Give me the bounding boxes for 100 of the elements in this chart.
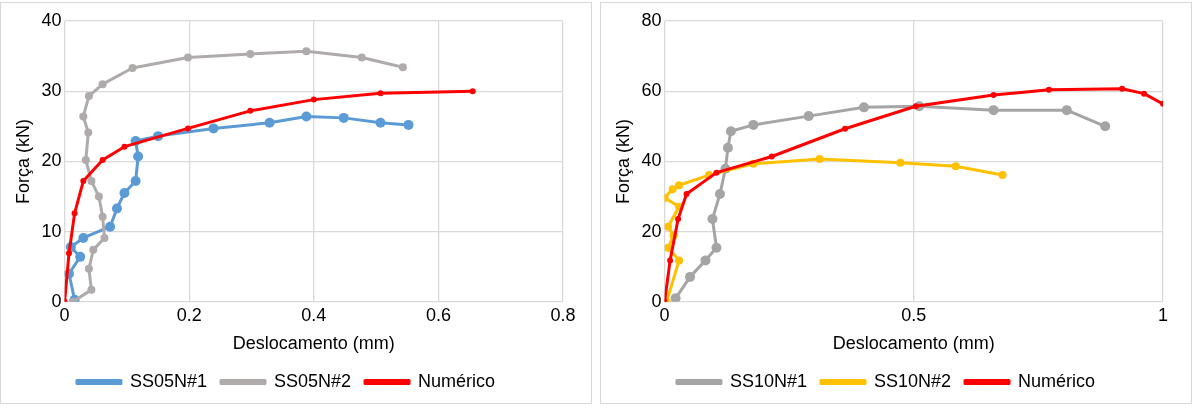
y-tick-label: 30 — [41, 80, 62, 101]
y-tick-label: 10 — [41, 220, 62, 241]
point — [1045, 86, 1052, 93]
point — [398, 63, 407, 72]
point — [357, 53, 366, 62]
point — [990, 92, 997, 99]
point — [81, 156, 90, 164]
point — [111, 203, 122, 214]
x-tick-label: 0.8 — [550, 304, 576, 325]
point — [664, 243, 673, 252]
point — [79, 112, 88, 121]
point — [377, 90, 384, 97]
point — [94, 192, 103, 201]
point — [842, 125, 849, 132]
point — [469, 88, 476, 95]
y-tick-label: 60 — [641, 80, 662, 101]
point — [65, 250, 72, 257]
point — [130, 176, 141, 187]
point — [99, 157, 106, 163]
y-axis-title: Força (kN) — [12, 118, 33, 204]
legend-label: SS05N#1 — [129, 370, 207, 391]
point — [301, 111, 312, 122]
point — [100, 233, 109, 242]
point — [128, 64, 137, 73]
point — [675, 256, 684, 265]
legend-label: SS10N#2 — [873, 370, 952, 391]
legend-label: Numérico — [1018, 370, 1096, 391]
point — [1100, 121, 1111, 132]
y-tick-label: 40 — [641, 150, 662, 171]
x-tick-label: 0.4 — [301, 304, 327, 325]
point — [84, 92, 93, 101]
point — [183, 53, 192, 62]
point — [119, 187, 130, 198]
point — [711, 242, 722, 253]
y-tick-label: 0 — [651, 290, 662, 311]
point — [87, 285, 96, 294]
point — [858, 102, 869, 113]
point — [89, 245, 98, 254]
point — [338, 112, 349, 123]
x-tick-label: 0.2 — [176, 304, 202, 325]
x-tick-label: 0.6 — [425, 304, 451, 325]
point — [78, 232, 89, 243]
point — [302, 47, 311, 56]
legend-label: Numérico — [418, 370, 496, 391]
y-tick-label: 20 — [41, 150, 62, 171]
y-axis-title: Força (kN) — [612, 118, 633, 204]
point — [896, 158, 905, 167]
point — [264, 117, 275, 128]
point — [700, 255, 711, 266]
point — [707, 213, 718, 224]
point — [768, 153, 775, 160]
point — [98, 80, 107, 89]
x-axis-title: Deslocamento (mm) — [832, 333, 995, 354]
point — [1061, 105, 1072, 116]
point — [815, 154, 824, 163]
legend-label: SS10N#1 — [729, 370, 807, 391]
x-axis-title: Deslocamento (mm) — [232, 333, 395, 354]
point — [1141, 90, 1148, 97]
point — [184, 125, 191, 132]
point — [951, 162, 960, 171]
point — [1119, 85, 1126, 92]
point — [725, 126, 736, 137]
point — [375, 117, 386, 128]
point — [668, 185, 677, 194]
point — [685, 271, 696, 282]
y-tick-label: 40 — [41, 9, 62, 30]
y-tick-label: 20 — [641, 220, 662, 241]
point — [988, 105, 999, 116]
point — [98, 212, 107, 221]
point — [664, 222, 673, 231]
point — [246, 49, 255, 58]
y-tick-label: 0 — [51, 290, 62, 311]
legend-label: SS05N#2 — [273, 370, 352, 391]
point — [105, 221, 116, 232]
point — [803, 111, 814, 122]
y-tick-label: 80 — [641, 9, 662, 30]
point — [80, 178, 87, 185]
point — [670, 293, 681, 302]
point — [675, 181, 684, 190]
point — [403, 119, 414, 130]
point — [748, 119, 759, 130]
point — [75, 251, 86, 262]
point — [713, 169, 720, 176]
point — [714, 189, 725, 200]
point — [722, 142, 733, 153]
point — [683, 191, 690, 198]
point — [71, 210, 78, 217]
point — [675, 215, 682, 222]
point — [247, 107, 254, 114]
x-tick-label: 1 — [1157, 304, 1169, 325]
point — [310, 96, 317, 103]
point — [121, 143, 128, 150]
x-tick-label: 0.5 — [901, 304, 927, 325]
point — [998, 171, 1007, 180]
point — [667, 257, 674, 264]
point — [87, 177, 96, 186]
point — [84, 264, 93, 273]
point — [133, 151, 144, 162]
point — [84, 128, 93, 137]
point — [208, 123, 219, 134]
